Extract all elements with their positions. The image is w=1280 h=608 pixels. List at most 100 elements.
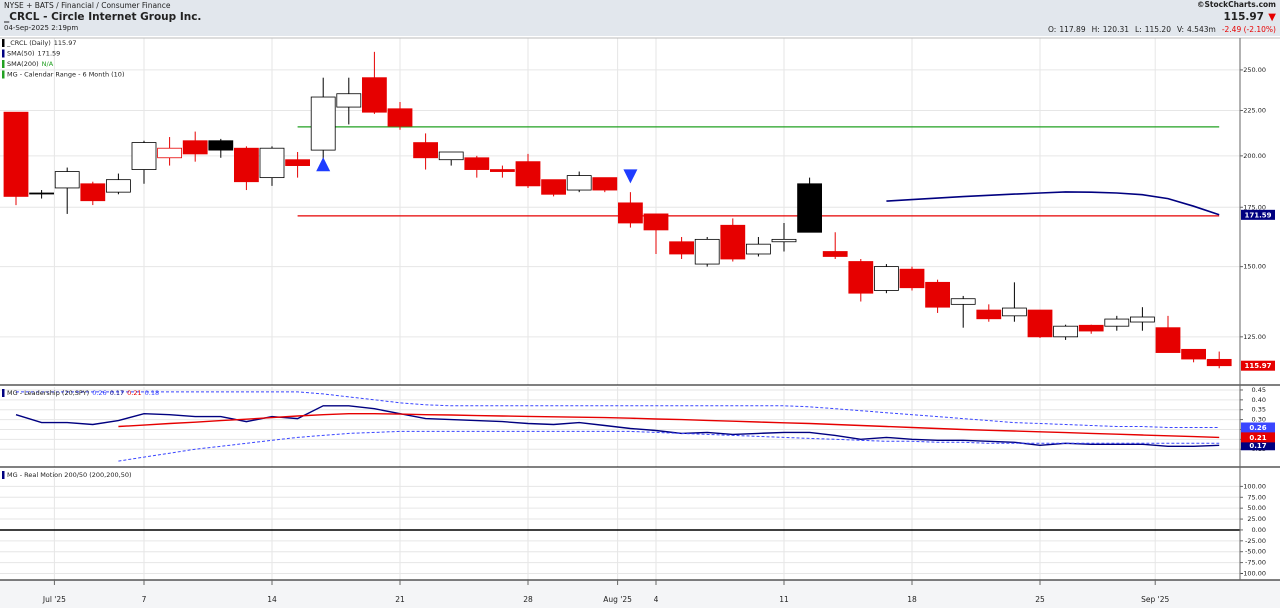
quote-label: O: bbox=[1048, 25, 1056, 34]
legend-swatch bbox=[2, 389, 5, 397]
signal-marker bbox=[623, 169, 638, 184]
candle-body bbox=[387, 108, 413, 127]
candle-body bbox=[720, 224, 746, 260]
exchange: NYSE + BATS / Financial / Consumer Finan… bbox=[4, 1, 171, 10]
y-tick-label: -50.00 bbox=[1245, 548, 1266, 556]
y-tick-label: 0.45 bbox=[1252, 386, 1266, 394]
candle-body bbox=[1053, 325, 1078, 338]
date: 04-Sep-2025 2:19pm bbox=[4, 24, 78, 32]
x-axis-bg bbox=[0, 580, 1280, 608]
legend-entry: MG - Real Motion 200/50 (200,200,50) bbox=[7, 471, 132, 479]
x-tick-label: 28 bbox=[523, 595, 533, 604]
candle-body bbox=[515, 161, 541, 187]
indicator-line bbox=[16, 391, 1220, 428]
quote-value: 115.20 bbox=[1145, 25, 1171, 34]
legend-swatch bbox=[2, 70, 5, 79]
y-tick-label: 0.35 bbox=[1252, 406, 1266, 414]
y-tick-label: 100.00 bbox=[1243, 482, 1266, 490]
candle-body bbox=[566, 175, 592, 191]
candle-body bbox=[131, 142, 157, 170]
x-tick-label: 18 bbox=[907, 595, 917, 604]
candle-body bbox=[1130, 316, 1155, 323]
candle-body bbox=[3, 111, 29, 197]
x-tick-label: Jul '25 bbox=[42, 595, 66, 604]
candle-body bbox=[592, 177, 618, 191]
candle-body bbox=[310, 96, 336, 151]
y-tick-label: 0.40 bbox=[1252, 396, 1266, 404]
candle-body bbox=[336, 93, 362, 108]
legend-swatch bbox=[2, 39, 5, 47]
legend-value: 0.18 bbox=[145, 389, 159, 397]
x-tick-label: Aug '25 bbox=[603, 595, 632, 604]
candle-body bbox=[1027, 309, 1053, 338]
candle-body bbox=[746, 243, 771, 255]
value-box bbox=[1241, 360, 1275, 371]
value-box-label: 0.17 bbox=[1249, 442, 1266, 450]
y-tick-label: -75.00 bbox=[1245, 559, 1266, 567]
y-tick-label: 75.00 bbox=[1247, 493, 1266, 501]
legend-name: SMA(200) bbox=[7, 60, 39, 68]
candle-body bbox=[233, 147, 259, 183]
legend-entry: MG - Leadership (20,SPY) 0.26 0.17 0.21 0.18 bbox=[7, 389, 159, 397]
candle-body bbox=[797, 183, 822, 233]
candle-body bbox=[848, 261, 874, 294]
value-box bbox=[1241, 440, 1275, 451]
legend-value: 0.17 bbox=[110, 389, 124, 397]
x-tick-label: 11 bbox=[779, 595, 789, 604]
candle-body bbox=[489, 169, 515, 172]
y-tick-label: -100.00 bbox=[1241, 569, 1266, 577]
quote-value: 117.89 bbox=[1059, 25, 1085, 34]
candle-body bbox=[874, 266, 899, 291]
candle-body bbox=[1206, 358, 1232, 367]
value-box-label: 0.21 bbox=[1249, 434, 1266, 442]
candle-body bbox=[29, 192, 55, 195]
x-tick-label: Sep '25 bbox=[1141, 595, 1169, 604]
candle-body bbox=[1155, 327, 1181, 353]
legend-value: 0.26 bbox=[92, 389, 106, 397]
legend-swatch bbox=[2, 60, 5, 68]
value-box bbox=[1241, 432, 1275, 443]
candle-body bbox=[822, 251, 848, 257]
candle-body bbox=[438, 151, 464, 161]
indicator-line bbox=[118, 413, 1220, 439]
legend-entry: SMA(200) N/A bbox=[7, 60, 54, 68]
y-tick-label: 25.00 bbox=[1247, 515, 1266, 523]
legend-entry: SMA(50) 171.59 bbox=[7, 50, 60, 58]
sma-line bbox=[886, 191, 1220, 216]
y-tick-label: 200.00 bbox=[1243, 152, 1266, 160]
candle-body bbox=[182, 140, 208, 155]
candle-body bbox=[413, 142, 439, 159]
x-tick-label: 25 bbox=[1035, 595, 1045, 604]
legend-name: _CRCL (Daily) bbox=[6, 39, 51, 47]
value-box-label: 171.59 bbox=[1244, 211, 1271, 219]
quote-label: H: bbox=[1092, 25, 1100, 34]
candle-body bbox=[899, 268, 925, 289]
quote-label: V: bbox=[1177, 25, 1184, 34]
indicator-line bbox=[118, 430, 1220, 462]
x-tick-label: 21 bbox=[395, 595, 405, 604]
x-tick-label: 4 bbox=[654, 595, 659, 604]
candle-body bbox=[541, 179, 566, 195]
value-box-label: 0.26 bbox=[1249, 424, 1266, 432]
y-tick-label: 150.00 bbox=[1243, 263, 1266, 271]
value-box-label: 115.97 bbox=[1244, 362, 1271, 370]
legend-name: MG - Leadership (20,SPY) bbox=[7, 389, 89, 397]
candle-body bbox=[259, 147, 285, 179]
y-tick-label: 225.00 bbox=[1243, 106, 1266, 114]
panel bbox=[0, 469, 1240, 580]
x-tick-label: 7 bbox=[142, 595, 147, 604]
x-tick-label: 14 bbox=[267, 595, 277, 604]
legend-value: N/A bbox=[42, 60, 54, 68]
header-bg bbox=[0, 0, 1280, 36]
legend-value: 115.97 bbox=[54, 39, 77, 47]
candle-body bbox=[157, 147, 183, 159]
y-tick-label: 250.00 bbox=[1243, 66, 1266, 74]
candle-body bbox=[1104, 318, 1130, 327]
candle-body bbox=[1181, 348, 1206, 360]
source: ©StockCharts.com bbox=[1197, 0, 1276, 9]
value-box bbox=[1241, 422, 1275, 433]
y-tick-label: -25.00 bbox=[1245, 537, 1266, 545]
quote-value: 120.31 bbox=[1103, 25, 1129, 34]
legend-value: 0.21 bbox=[127, 389, 141, 397]
candle-body bbox=[950, 298, 976, 305]
